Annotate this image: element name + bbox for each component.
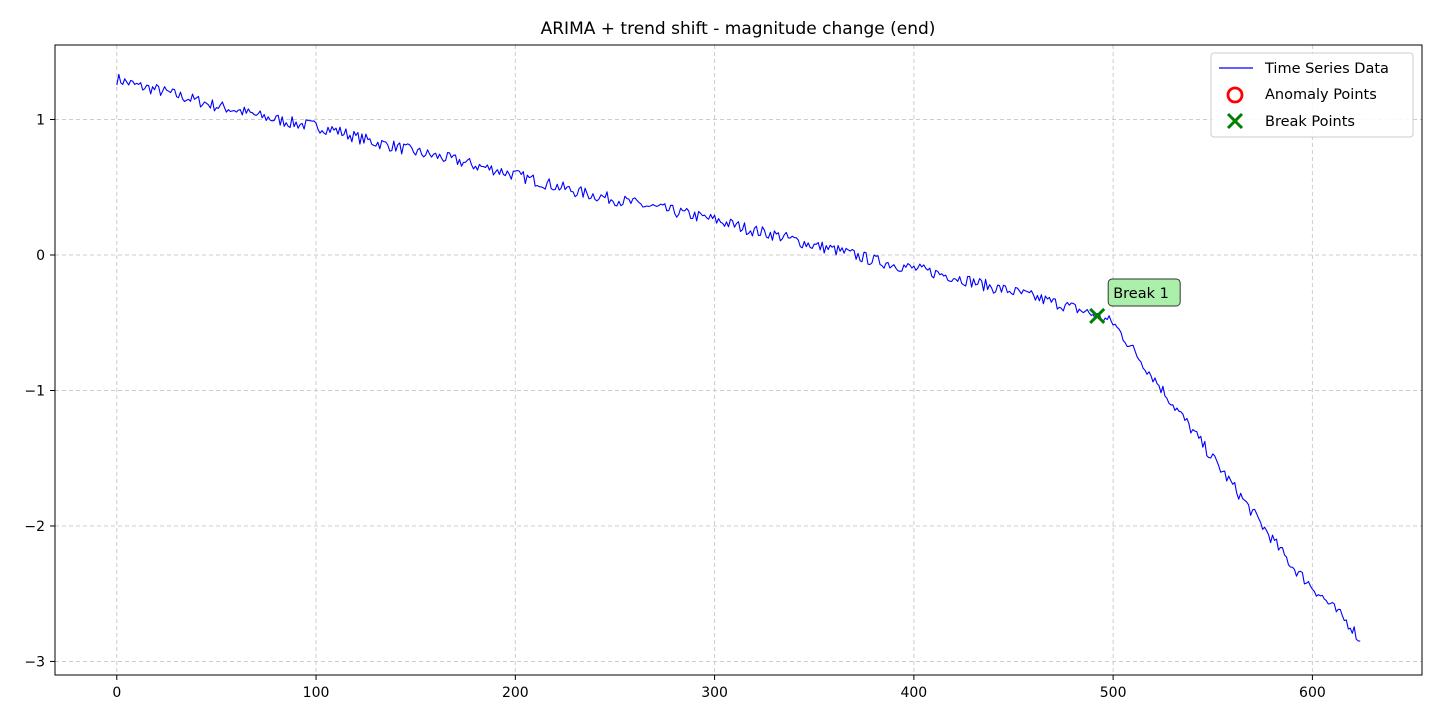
legend-label-series: Time Series Data [1264, 61, 1389, 77]
legend-label-anomaly: Anomaly Points [1265, 87, 1377, 103]
break-point-marker [1089, 307, 1106, 325]
y-tick-label: −2 [24, 519, 45, 535]
legend-circle-icon [1226, 86, 1244, 104]
axes: 0 100 200 300 400 500 600 1 0 −1 −2 −3 [24, 113, 1325, 701]
plot-frame [54, 44, 1423, 676]
break-annotation-label: Break 1 [1113, 286, 1169, 302]
x-tick-label: 600 [1299, 685, 1326, 701]
series-line [116, 73, 1361, 642]
y-tick-label: −3 [24, 654, 45, 670]
series-layer [116, 73, 1361, 642]
legend: Time Series Data Anomaly Points Break Po… [1210, 52, 1414, 138]
chart-title: ARIMA + trend shift - magnitude change (… [541, 19, 936, 39]
y-tick-label: −1 [24, 383, 45, 399]
markers-layer: Break 1 [1089, 278, 1181, 325]
x-tick-label: 500 [1100, 685, 1127, 701]
x-tick-label: 300 [701, 685, 728, 701]
x-tick-label: 100 [303, 685, 330, 701]
x-tick-label: 0 [112, 685, 121, 701]
x-tick-label: 400 [900, 685, 927, 701]
legend-x-icon [1226, 112, 1244, 130]
legend-label-break: Break Points [1265, 114, 1355, 130]
y-tick-label: 0 [36, 248, 45, 264]
legend-frame [1210, 52, 1414, 138]
x-tick-label: 200 [502, 685, 529, 701]
break-annotation-box [1107, 278, 1181, 307]
y-tick-label: 1 [36, 113, 45, 129]
